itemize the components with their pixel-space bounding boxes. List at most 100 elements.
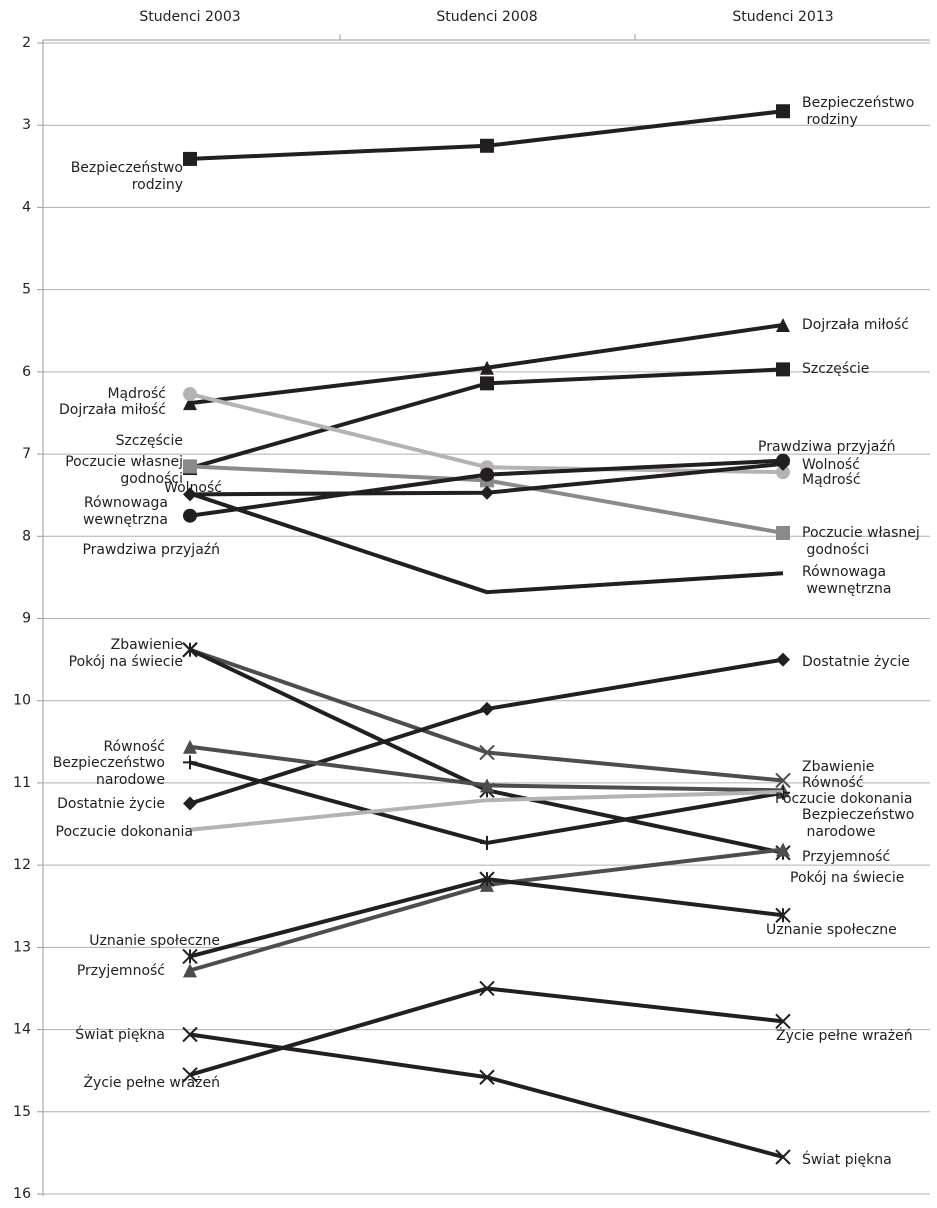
marker <box>776 362 790 377</box>
marker <box>183 796 197 811</box>
y-tick-label: 5 <box>22 282 31 298</box>
marker <box>776 842 790 857</box>
series-label: Dostatnie życie <box>57 796 165 812</box>
series-label: Przyjemność <box>802 849 890 865</box>
y-tick-label: 4 <box>22 199 31 215</box>
series-label: Bezpieczeństwo rodziny <box>71 160 183 193</box>
marker <box>480 835 494 850</box>
series-label: Dojrzała miłość <box>802 317 909 333</box>
marker <box>480 138 494 153</box>
series-line <box>189 491 784 595</box>
series-label: Równość <box>802 775 864 791</box>
marker <box>183 963 197 978</box>
y-tick-label: 10 <box>13 693 31 709</box>
y-tick-label: 11 <box>13 775 31 791</box>
marker <box>775 1149 791 1165</box>
marker <box>480 778 494 793</box>
marker <box>183 151 197 166</box>
series-label: Pokój na świecie <box>790 870 904 886</box>
series-label: Przyjemność <box>77 963 165 979</box>
marker <box>182 1026 198 1043</box>
y-tick-label: 12 <box>13 857 31 873</box>
series-label: Życie pełne wrażeń <box>776 1026 913 1044</box>
marker <box>776 465 790 480</box>
y-tick-label: 7 <box>22 446 31 462</box>
marker <box>479 871 495 887</box>
marker <box>183 387 197 402</box>
series-label: Poczucie dokonania <box>56 824 194 840</box>
marker <box>480 467 494 482</box>
series-label: Prawdziwa przyjaźń <box>758 439 896 455</box>
marker <box>183 508 197 523</box>
series-label: Pokój na świecie <box>69 654 183 670</box>
marker <box>776 525 790 540</box>
series-label: Wolność <box>164 480 222 496</box>
marker <box>183 396 197 411</box>
marker <box>480 360 494 375</box>
series-label: Zbawienie <box>802 759 874 775</box>
series-label: Uznanie społeczne <box>89 933 220 949</box>
marker <box>775 1013 791 1030</box>
marker <box>781 571 785 575</box>
series-label: Szczęście <box>802 361 869 377</box>
marker <box>480 485 494 500</box>
marker <box>182 642 198 658</box>
category-label: Studenci 2008 <box>436 9 537 25</box>
series-label: Dostatnie życie <box>802 654 910 670</box>
series-line <box>189 1032 784 1159</box>
category-label: Studenci 2003 <box>139 9 240 25</box>
marker <box>182 1067 198 1083</box>
series-label: Dojrzała miłość <box>59 402 166 418</box>
series-label: Mądrość <box>802 472 861 488</box>
y-tick-label: 9 <box>22 611 31 627</box>
series-label: Świat piękna <box>75 1025 165 1043</box>
marker <box>182 948 198 965</box>
series-label: Zbawienie <box>111 637 183 653</box>
series-label: Świat piękna <box>802 1150 892 1168</box>
y-tick-label: 16 <box>13 1186 31 1202</box>
marker <box>775 907 791 924</box>
marker <box>776 453 790 468</box>
series-label: Równowaga wewnętrzna <box>79 495 169 528</box>
marker <box>183 459 197 474</box>
series-label: Równowaga wewnętrzna <box>802 564 892 597</box>
marker <box>183 739 197 754</box>
marker <box>776 317 790 332</box>
marker <box>776 652 790 667</box>
series-label: Życie pełne wrażeń <box>83 1073 220 1091</box>
series-label: Uznanie społeczne <box>766 922 897 938</box>
category-label: Studenci 2013 <box>732 9 833 25</box>
series-label: Prawdziwa przyjaźń <box>82 542 220 558</box>
series-line <box>189 847 784 973</box>
series-label: Mądrość <box>107 386 166 402</box>
marker <box>776 104 790 119</box>
y-tick-label: 6 <box>22 364 31 380</box>
marker <box>188 492 192 496</box>
marker <box>479 744 495 761</box>
series-label: Poczucie własnej godności <box>65 454 183 487</box>
marker <box>485 798 489 802</box>
series-line <box>189 789 784 832</box>
series-label: Bezpieczeństwo narodowe <box>802 807 914 840</box>
marker <box>485 590 489 594</box>
y-tick-label: 15 <box>13 1104 31 1120</box>
marker <box>480 376 494 391</box>
y-tick-label: 2 <box>22 35 31 51</box>
series-label: Bezpieczeństwo narodowe <box>53 755 165 788</box>
marker <box>183 755 197 770</box>
y-tick-label: 3 <box>22 117 31 133</box>
series-label: Szczęście <box>116 433 183 449</box>
y-tick-label: 13 <box>13 939 31 955</box>
series-label: Równość <box>103 739 165 755</box>
series-line <box>189 986 784 1077</box>
marker <box>479 980 495 997</box>
marker <box>775 772 791 789</box>
y-tick-label: 8 <box>22 528 31 544</box>
series-label: Poczucie własnej godności <box>802 525 920 558</box>
series-label: Poczucie dokonania <box>775 791 913 807</box>
series-label: Bezpieczeństwo rodziny <box>802 95 914 128</box>
marker <box>480 701 494 716</box>
marker <box>479 1069 495 1085</box>
y-tick-label: 14 <box>13 1022 31 1038</box>
